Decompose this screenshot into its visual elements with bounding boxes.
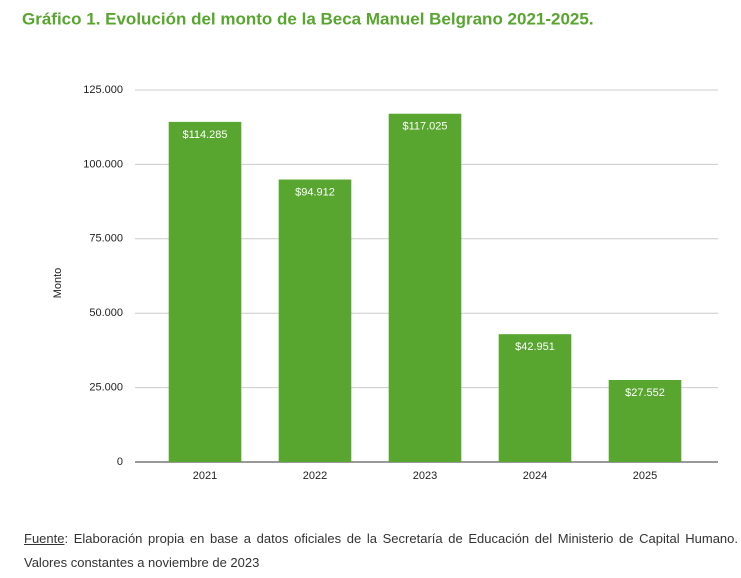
y-tick-label: 100.000 [83,158,123,170]
source-text: : Elaboración propia en base a datos ofi… [24,531,738,570]
y-axis-label: Monto [52,268,64,299]
y-tick-label: 50.000 [89,307,123,319]
x-tick-label: 2025 [633,470,657,482]
source-label: Fuente [24,531,65,546]
y-tick-label: 125.000 [83,84,123,96]
chart-title: Gráfico 1. Evolución del monto de la Bec… [22,9,594,28]
chart: Gráfico 1. Evolución del monto de la Bec… [22,9,718,482]
value-label: $42.951 [515,341,555,353]
bar [278,179,352,463]
bar [388,113,462,463]
x-tick-label: 2024 [523,470,547,482]
bar [608,380,682,462]
y-tick-label: 25.000 [89,382,123,394]
value-label: $27.552 [625,387,665,399]
value-label: $117.025 [402,121,447,133]
y-tick-label: 75.000 [89,233,123,245]
value-label: $94.912 [295,186,335,198]
x-tick-label: 2023 [413,470,437,482]
footer: Fuente: Elaboración propia en base a dat… [24,527,738,575]
y-tick-label: 0 [117,456,123,468]
x-tick-label: 2022 [303,470,327,482]
x-tick-label: 2021 [193,470,217,482]
bar [498,334,572,462]
bar [168,121,242,462]
value-label: $114.285 [182,129,227,141]
